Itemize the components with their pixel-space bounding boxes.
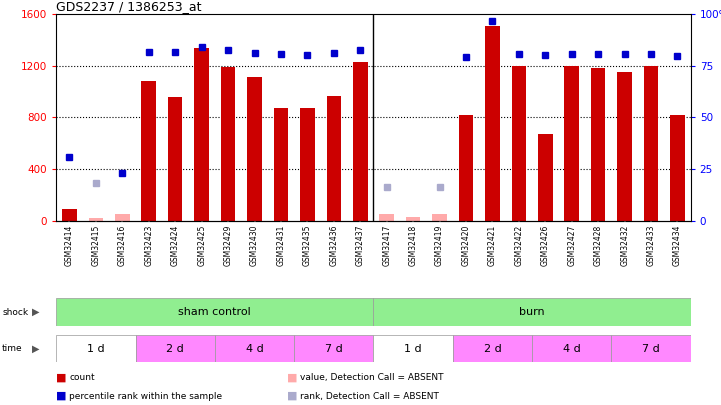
Text: 7 d: 7 d [325,344,342,354]
Bar [136,335,215,362]
Bar [115,214,130,221]
Bar [141,81,156,221]
Bar [406,217,420,221]
Bar [565,66,579,221]
Bar [56,298,373,326]
Text: GSM32423: GSM32423 [144,224,154,266]
Text: GSM32433: GSM32433 [647,224,655,266]
Bar [379,214,394,221]
Text: time: time [2,344,23,353]
Text: ■: ■ [287,391,298,401]
Bar [195,48,209,221]
Bar [485,26,500,221]
Bar [56,335,136,362]
Text: GSM32415: GSM32415 [92,224,100,266]
Text: GSM32416: GSM32416 [118,224,127,266]
Bar [327,96,341,221]
Bar [459,115,473,221]
Text: GSM32429: GSM32429 [224,224,233,266]
Text: GSM32428: GSM32428 [593,224,603,266]
Bar [373,335,453,362]
Text: ▶: ▶ [32,344,39,354]
Text: ■: ■ [56,373,67,382]
Bar [433,214,447,221]
Text: count: count [69,373,95,382]
Bar [221,67,235,221]
Text: ■: ■ [287,373,298,382]
Bar [538,134,552,221]
Bar [89,218,103,221]
Bar [611,335,691,362]
Text: GSM32426: GSM32426 [541,224,550,266]
Text: ■: ■ [56,391,67,401]
Text: 2 d: 2 d [167,344,184,354]
Text: ▶: ▶ [32,307,39,317]
Bar [532,335,611,362]
Text: rank, Detection Call = ABSENT: rank, Detection Call = ABSENT [300,392,439,401]
Bar [644,66,658,221]
Text: sham control: sham control [179,307,251,317]
Bar [512,66,526,221]
Text: GSM32430: GSM32430 [250,224,259,266]
Bar [671,115,685,221]
Text: GSM32435: GSM32435 [303,224,312,266]
Text: GSM32434: GSM32434 [673,224,682,266]
Bar [247,77,262,221]
Text: GSM32431: GSM32431 [276,224,286,266]
Bar [62,209,76,221]
Text: GSM32420: GSM32420 [461,224,471,266]
Text: GSM32432: GSM32432 [620,224,629,266]
Text: GSM32422: GSM32422 [514,224,523,266]
Text: shock: shock [2,308,28,317]
Bar [300,109,314,221]
Text: 1 d: 1 d [404,344,422,354]
Text: GSM32419: GSM32419 [435,224,444,266]
Text: GSM32414: GSM32414 [65,224,74,266]
Bar [294,335,373,362]
Text: percentile rank within the sample: percentile rank within the sample [69,392,222,401]
Text: burn: burn [519,307,545,317]
Text: 7 d: 7 d [642,344,660,354]
Text: GSM32436: GSM32436 [329,224,338,266]
Text: GSM32418: GSM32418 [409,224,417,266]
Text: 4 d: 4 d [563,344,580,354]
Text: 4 d: 4 d [246,344,263,354]
Text: 2 d: 2 d [484,344,501,354]
Bar [353,62,368,221]
Bar [274,109,288,221]
Text: GSM32427: GSM32427 [567,224,576,266]
Text: GDS2237 / 1386253_at: GDS2237 / 1386253_at [56,0,202,13]
Text: GSM32421: GSM32421 [488,224,497,266]
Bar [591,68,606,221]
Text: value, Detection Call = ABSENT: value, Detection Call = ABSENT [300,373,443,382]
Bar [215,335,294,362]
Text: GSM32437: GSM32437 [355,224,365,266]
Bar [453,335,532,362]
Text: GSM32417: GSM32417 [382,224,392,266]
Bar [617,72,632,221]
Text: GSM32425: GSM32425 [197,224,206,266]
Text: GSM32424: GSM32424 [171,224,180,266]
Bar [373,298,691,326]
Text: 1 d: 1 d [87,344,105,354]
Bar [168,97,182,221]
